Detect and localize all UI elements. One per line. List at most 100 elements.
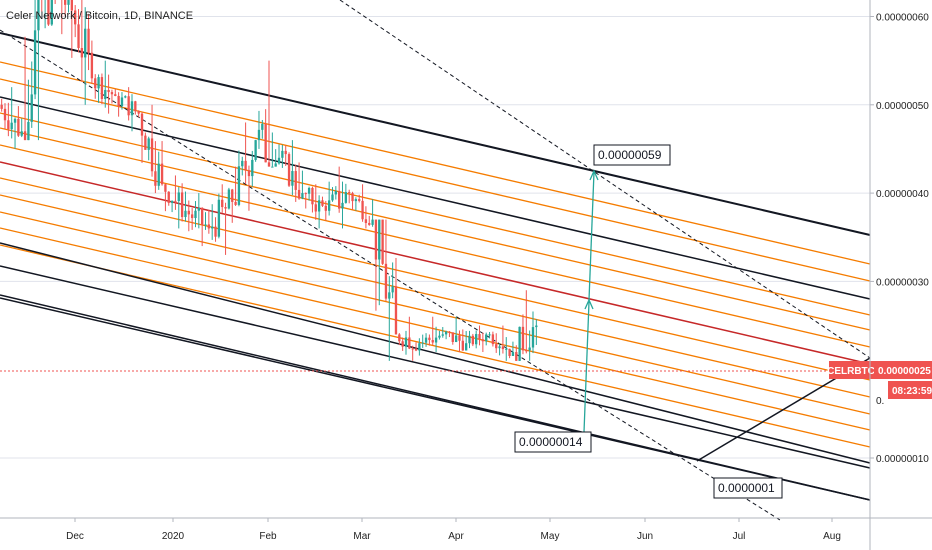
candle-body — [338, 191, 341, 209]
candle-body — [90, 52, 94, 79]
orange-band-line — [0, 194, 871, 398]
candle-body — [378, 219, 381, 260]
candle-body — [157, 163, 160, 186]
orange-band-line — [0, 227, 871, 431]
candle-body — [33, 30, 37, 95]
candle-body — [177, 192, 180, 202]
candle-body — [247, 170, 251, 177]
candle-body — [134, 101, 137, 112]
candle-body — [381, 219, 384, 264]
candle-body — [70, 0, 74, 11]
candle-body — [327, 200, 331, 211]
candle-body — [214, 226, 217, 237]
candle-body — [17, 118, 20, 136]
candle-body — [63, 0, 67, 5]
candle-body — [448, 331, 451, 333]
candle-body — [394, 286, 398, 335]
y-tick-label: 0.00000010 — [876, 454, 929, 465]
projection-arrow-2 — [588, 171, 595, 301]
candle-body — [97, 77, 100, 89]
candle-body — [495, 344, 498, 349]
candle-body — [207, 224, 211, 229]
candle-body — [74, 10, 77, 25]
candle-body — [458, 335, 461, 341]
x-tick-label: Jun — [637, 531, 653, 542]
projection-arrow-1 — [583, 301, 590, 433]
candle-body — [244, 160, 247, 171]
candle-body — [471, 335, 475, 345]
x-tick-label: 2020 — [162, 531, 185, 542]
candle-body — [317, 200, 321, 212]
candle-body — [304, 193, 307, 195]
orange-band-line — [0, 244, 871, 448]
candle-body — [7, 120, 10, 130]
candle-body — [13, 118, 17, 123]
candle-body — [525, 350, 528, 352]
channel-lower-black-line — [0, 265, 871, 469]
candle-body — [384, 263, 388, 299]
candle-body — [117, 95, 120, 107]
candle-body — [77, 24, 80, 49]
candle-body — [351, 193, 354, 202]
candle-body — [147, 138, 150, 150]
candle-body — [217, 199, 221, 237]
candle-body — [187, 210, 190, 215]
candle-body — [354, 199, 358, 202]
candle-body — [488, 334, 491, 336]
candle-body — [251, 159, 254, 177]
candle-body — [231, 189, 234, 202]
candle-body — [167, 191, 170, 203]
candle-body — [110, 92, 114, 95]
candle-body — [498, 346, 501, 349]
candle-body — [334, 191, 338, 195]
candle-body — [428, 337, 431, 341]
candle-body — [475, 334, 478, 345]
lower-mid-channel-line — [0, 242, 871, 464]
candle-body — [87, 28, 90, 53]
price-callout-box — [713, 477, 783, 499]
candle-body — [361, 200, 364, 220]
y-tick-label: 0.00000040 — [876, 189, 929, 200]
candle-body — [287, 154, 291, 186]
candle-body — [137, 111, 140, 114]
candle-body — [254, 140, 257, 160]
candle-body — [144, 135, 147, 150]
candle-body — [264, 123, 267, 163]
candle-body — [10, 122, 13, 130]
last-price-label: 0.00000025 — [878, 366, 931, 377]
symbol-tag-label: CELRBTC — [827, 366, 875, 377]
orange-band-line — [0, 61, 871, 265]
y-tick-label: 0.00000030 — [876, 277, 929, 288]
candle-body — [27, 121, 30, 141]
candle-body — [438, 335, 441, 338]
candle-body — [434, 337, 438, 343]
candle-body — [441, 334, 444, 336]
candle-body — [331, 194, 334, 201]
candle-body — [535, 325, 538, 328]
orange-band-line — [0, 127, 871, 331]
symbol-tag — [829, 361, 874, 379]
candle-body — [511, 352, 515, 356]
candle-body — [257, 129, 261, 141]
candle-body — [501, 346, 505, 350]
candle-body — [20, 131, 23, 136]
candle-body — [197, 207, 200, 211]
candle-body — [521, 326, 525, 351]
candle-body — [444, 331, 448, 335]
candle-body — [451, 332, 454, 342]
candle-body — [204, 224, 207, 226]
candle-body — [80, 48, 84, 58]
candle-body — [267, 162, 271, 167]
candle-body — [84, 28, 87, 58]
candle-body — [107, 89, 110, 93]
candle-body — [224, 207, 227, 209]
candle-body — [307, 187, 311, 194]
candle-body — [164, 184, 167, 192]
countdown-label: 08:23:59 — [892, 386, 932, 397]
channel-upper-black-line — [0, 96, 871, 300]
candle-body — [37, 0, 40, 31]
candle-body — [281, 150, 284, 158]
candle-body — [50, 0, 53, 25]
